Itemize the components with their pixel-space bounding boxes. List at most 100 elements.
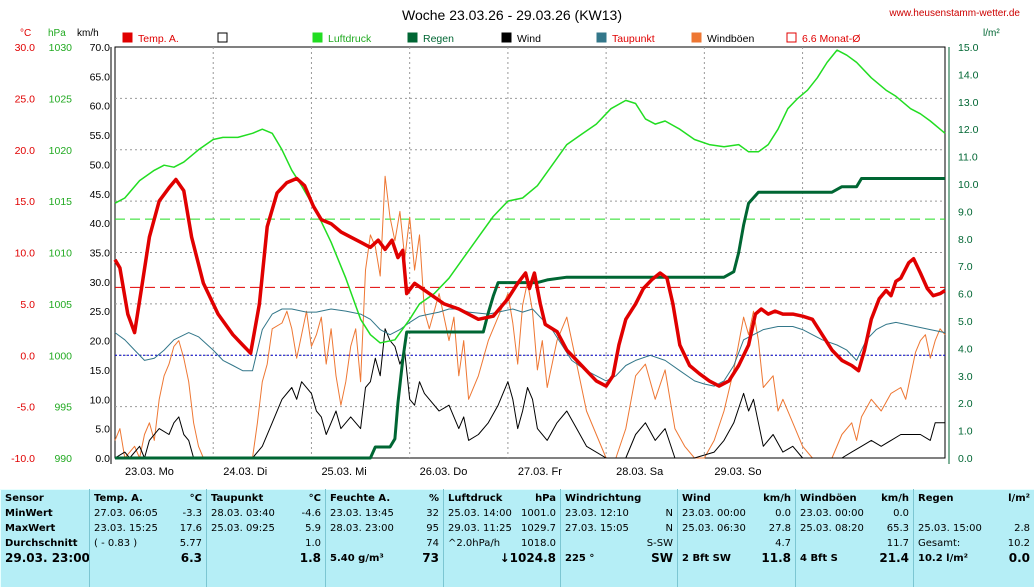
temp-tick-label: -5.0 — [17, 402, 35, 414]
stats-value: 0.0 — [893, 508, 909, 519]
stats-value: 95 — [426, 523, 439, 534]
rain-tick-label: 12.0 — [958, 124, 979, 136]
stats-row: 27.03. 06:05 -3.3 — [94, 506, 202, 521]
stats-column: Windböen km/h 23.03. 00:00 0.0 25.03. 08:20 6… — [795, 489, 914, 587]
pressure-tick-label: 1025 — [49, 93, 73, 105]
stats-row: 25.03. 06:30 27.8 — [682, 521, 791, 536]
rain-tick-label: 4.0 — [958, 343, 973, 355]
rain-tick-label: 15.0 — [958, 42, 979, 54]
pressure-tick-label: 1005 — [49, 299, 73, 311]
stats-value: -3.3 — [182, 508, 202, 519]
weather-chart: Woche 23.03.26 - 29.03.26 (KW13) www.heu… — [11, 7, 1020, 478]
stats-unit: hPa — [535, 493, 556, 504]
grid — [115, 47, 945, 458]
stats-value: 1029.7 — [521, 523, 556, 534]
stats-row: Taupunkt °C — [211, 491, 321, 506]
stats-row: 25.03. 15:00 2.8 — [918, 521, 1030, 536]
rain-tick-label: 11.0 — [958, 152, 978, 164]
pressure-tick-label: 995 — [54, 402, 72, 414]
stats-row: Wind km/h — [682, 491, 791, 506]
stats-value: 1001.0 — [521, 508, 556, 519]
stats-row: 4 Bft S 21.4 — [800, 551, 909, 566]
wind-tick-label: 65.0 — [90, 71, 111, 83]
rain-tick-label: 7.0 — [958, 261, 973, 273]
rain-unit-label: l/m² — [983, 28, 1000, 39]
stats-label: ( - 0.83 ) — [94, 538, 138, 549]
stats-current-label: 225 ° — [565, 553, 595, 564]
stats-row: 1.0 — [211, 536, 321, 551]
stats-row: Sensor — [5, 491, 85, 506]
stats-row: 23.03. 12:10 N — [565, 506, 673, 521]
legend-label: 6.6 Monat-Ø — [802, 33, 860, 45]
stats-current-label: 10.2 l/m² — [918, 553, 969, 564]
legend-swatch — [596, 32, 607, 43]
stats-header: Sensor — [5, 493, 44, 504]
stats-value: S-SW — [646, 538, 673, 549]
stats-label: 23.03. 12:10 — [565, 508, 629, 519]
stats-row: 29.03. 23:00 — [5, 551, 89, 566]
stats-row: MaxWert — [5, 521, 85, 536]
statistics-table: Sensor MinWert MaxWert Durchschnitt 29.03. 2… — [0, 489, 1034, 587]
stats-row: 2 Bft SW 11.8 — [682, 551, 791, 566]
wind-tick-label: 50.0 — [90, 159, 111, 171]
stats-unit: km/h — [881, 493, 909, 504]
stats-value: 0.0 — [775, 508, 791, 519]
stats-column: Taupunkt °C 28.03. 03:40 -4.6 25.03. 09:25 5.… — [206, 489, 326, 587]
stats-current-value: 1.8 — [299, 551, 321, 565]
stats-current-value: 0.0 — [1008, 551, 1030, 565]
stats-row: 5.40 g/m³ 73 — [330, 551, 439, 566]
stats-value: 1.0 — [305, 538, 321, 549]
pressure-tick-label: 990 — [54, 453, 72, 465]
stats-unit: l/m² — [1008, 493, 1030, 504]
stats-value: 5.9 — [305, 523, 321, 534]
stats-label: 23.03. 15:25 — [94, 523, 158, 534]
legend-label: Regen — [423, 33, 454, 45]
rain-tick-label: 1.0 — [958, 426, 973, 438]
stats-row: 4.7 — [682, 536, 791, 551]
temp-tick-label: -10.0 — [11, 453, 35, 465]
stats-value: N — [665, 523, 673, 534]
wind-tick-label: 20.0 — [90, 336, 111, 348]
stats-row: 29.03. 11:25 1029.7 — [448, 521, 556, 536]
stats-unit: km/h — [763, 493, 791, 504]
wind-tick-label: 5.0 — [95, 424, 110, 436]
stats-current-label: 2 Bft SW — [682, 553, 731, 564]
x-tick-label: 23.03. Mo — [125, 466, 174, 478]
stats-label: ^2.0hPa/h — [448, 538, 501, 549]
stats-label: 23.03. 13:45 — [330, 508, 394, 519]
temp-tick-label: 5.0 — [20, 299, 35, 311]
stats-row: 27.03. 15:05 N — [565, 521, 673, 536]
wind-tick-label: 25.0 — [90, 306, 111, 318]
stats-value: 2.8 — [1014, 523, 1030, 534]
rain-tick-label: 10.0 — [958, 179, 979, 191]
x-tick-label: 27.03. Fr — [518, 466, 562, 478]
pressure-tick-label: 1015 — [49, 196, 73, 208]
rain-tick-label: 6.0 — [958, 289, 973, 301]
stats-column: Temp. A. °C 27.03. 06:05 -3.3 23.03. 15:25 17… — [89, 489, 207, 587]
stats-row: 25.03. 09:25 5.9 — [211, 521, 321, 536]
wind-tick-label: 70.0 — [90, 42, 111, 54]
temp-tick-label: 10.0 — [15, 248, 36, 260]
stats-row: MinWert — [5, 506, 85, 521]
stats-current-label: 5.40 g/m³ — [330, 553, 384, 564]
stats-row: 1.8 — [211, 551, 321, 566]
wind-unit-label: km/h — [77, 28, 99, 39]
x-tick-label: 25.03. Mi — [321, 466, 366, 478]
stats-column: Feuchte A.% 23.03. 13:45 32 28.03. 23:00 95 7… — [325, 489, 444, 587]
stats-unit: % — [428, 493, 439, 504]
stats-current-label: 4 Bft S — [800, 553, 838, 564]
stats-header: Regen — [918, 493, 954, 504]
stats-value: N — [665, 508, 673, 519]
stats-header: Feuchte A. — [330, 493, 391, 504]
rain-tick-label: 14.0 — [958, 69, 979, 81]
stats-row: Temp. A. °C — [94, 491, 202, 506]
pressure-tick-label: 1010 — [49, 248, 73, 260]
stats-current-value: 6.3 — [180, 551, 202, 565]
stats-row: Luftdruck hPa — [448, 491, 556, 506]
stats-row: 23.03. 00:00 0.0 — [682, 506, 791, 521]
wind-tick-label: 35.0 — [90, 248, 111, 260]
site-url[interactable]: www.heusenstamm-wetter.de — [888, 8, 1020, 19]
pressure-tick-label: 1000 — [49, 350, 73, 362]
stats-row: 28.03. 23:00 95 — [330, 521, 439, 536]
series-line-tempa — [113, 176, 946, 388]
